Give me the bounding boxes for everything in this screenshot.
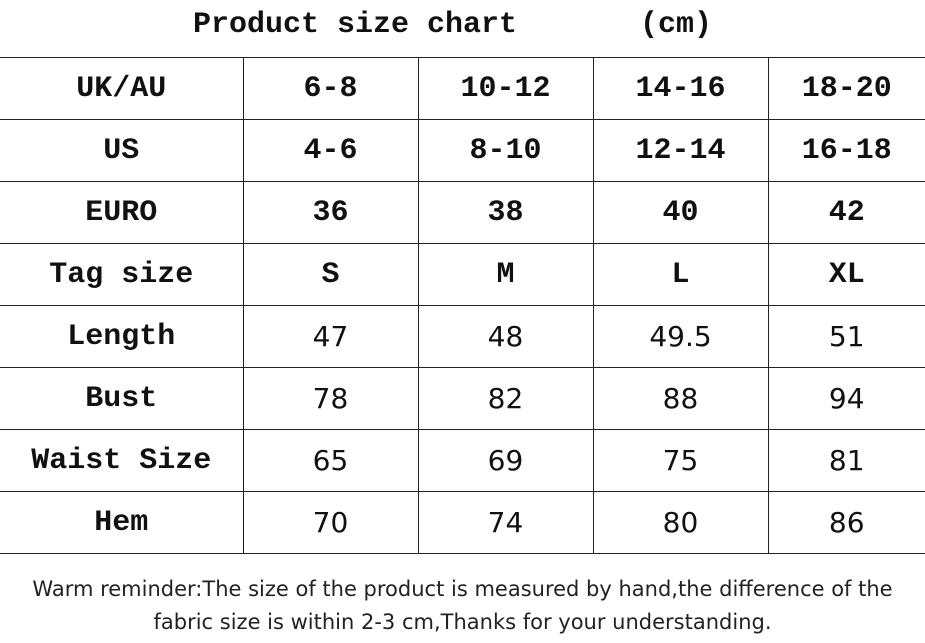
table-cell: 10-12 — [417, 57, 594, 120]
row-label: Hem — [0, 491, 244, 554]
table-cell: 38 — [417, 181, 594, 244]
table-row: US 4-6 8-10 12-14 16-18 — [0, 119, 925, 182]
row-label: Waist Size — [0, 429, 244, 492]
row-label: UK/AU — [0, 57, 244, 120]
table-row: Length 47 48 49.5 51 — [0, 305, 925, 368]
row-label: Length — [0, 305, 244, 368]
row-label: US — [0, 119, 244, 182]
table-cell: 16-18 — [767, 119, 925, 182]
table-cell: 40 — [592, 181, 769, 244]
table-row: Tag size S M L XL — [0, 243, 925, 306]
table-cell: 4-6 — [242, 119, 419, 182]
table-cell: 69 — [417, 429, 594, 492]
table-cell: 49.5 — [592, 305, 769, 368]
table-cell: XL — [767, 243, 925, 306]
table-cell: 88 — [592, 367, 769, 430]
footer-line: Warm reminder:The size of the product is… — [32, 577, 893, 601]
table-cell: 6-8 — [242, 57, 419, 120]
table-cell: 18-20 — [767, 57, 925, 120]
table-cell: S — [242, 243, 419, 306]
table-cell: 14-16 — [592, 57, 769, 120]
title-bar: Product size chart (cm) — [0, 8, 925, 50]
table-cell: 75 — [592, 429, 769, 492]
table-row: EURO 36 38 40 42 — [0, 181, 925, 244]
table-row: Bust 78 82 88 94 — [0, 367, 925, 430]
table-cell: 86 — [767, 491, 925, 554]
footer-note: Warm reminder:The size of the product is… — [0, 573, 925, 639]
table-cell: 70 — [242, 491, 419, 554]
table-cell: 82 — [417, 367, 594, 430]
table-cell: 42 — [767, 181, 925, 244]
table-cell: M — [417, 243, 594, 306]
size-table: UK/AU 6-8 10-12 14-16 18-20 US 4-6 8-10 12-14 16-… — [0, 57, 925, 554]
table-cell: 48 — [417, 305, 594, 368]
table-cell: 51 — [767, 305, 925, 368]
table-cell: 65 — [242, 429, 419, 492]
table-cell: 8-10 — [417, 119, 594, 182]
title: Product size chart — [193, 8, 518, 42]
table-cell: 94 — [767, 367, 925, 430]
row-label: Tag size — [0, 243, 244, 306]
table-cell: 47 — [242, 305, 419, 368]
row-label: Bust — [0, 367, 244, 430]
row-label: EURO — [0, 181, 244, 244]
table-row: Hem 70 74 80 86 — [0, 491, 925, 554]
table-body: UK/AU 6-8 10-12 14-16 18-20 US 4-6 8-10 12-14 16-… — [0, 57, 925, 554]
footer-line: fabric size is within 2-3 cm,Thanks for … — [153, 610, 772, 634]
table-cell: 74 — [417, 491, 594, 554]
table-cell: 80 — [592, 491, 769, 554]
table-row: UK/AU 6-8 10-12 14-16 18-20 — [0, 57, 925, 120]
unit: (cm) — [640, 8, 713, 42]
table-cell: L — [592, 243, 769, 306]
table-cell: 36 — [242, 181, 419, 244]
table-row: Waist Size 65 69 75 81 — [0, 429, 925, 492]
table-cell: 78 — [242, 367, 419, 430]
table-cell: 12-14 — [592, 119, 769, 182]
table-cell: 81 — [767, 429, 925, 492]
